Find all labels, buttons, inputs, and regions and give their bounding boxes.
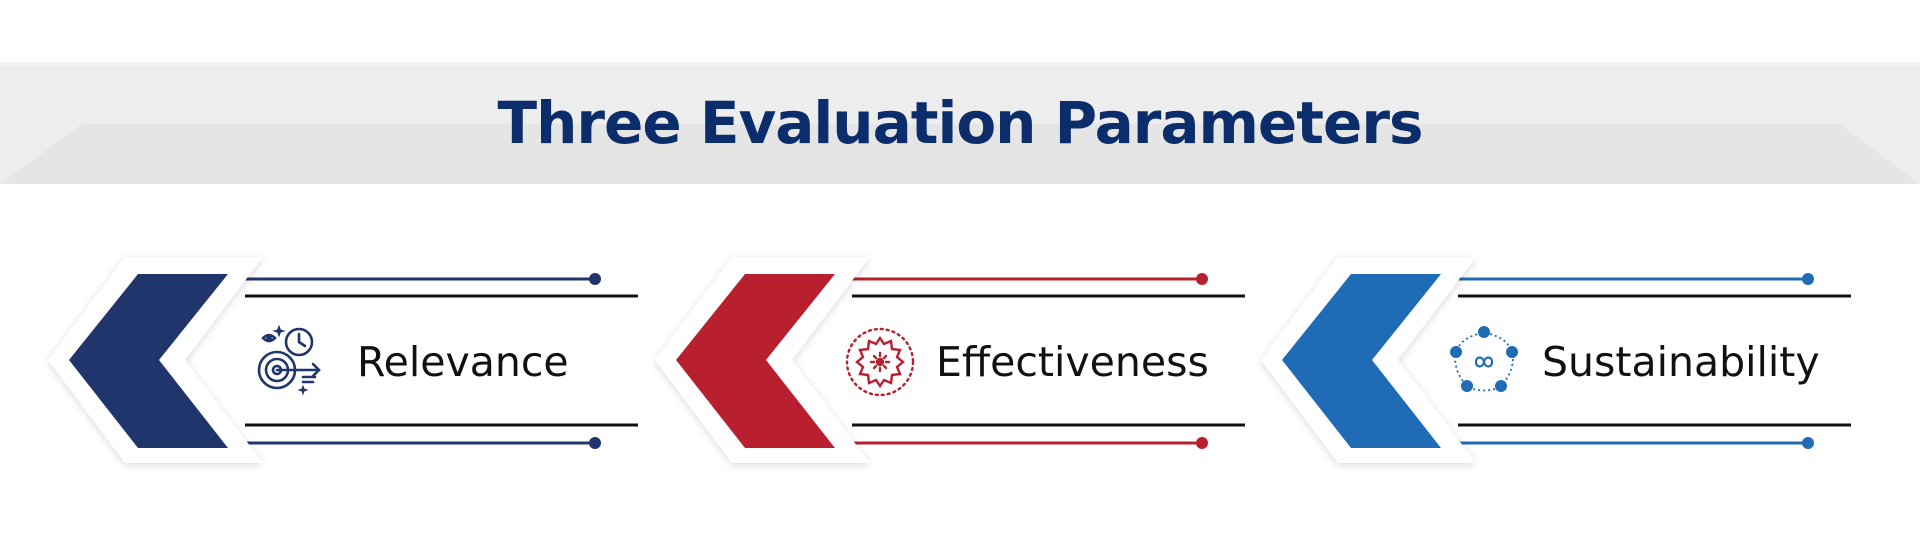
top-endpoint-dot xyxy=(589,273,601,285)
infinity-cycle-icon xyxy=(1450,326,1518,392)
card-frame xyxy=(1261,257,1851,463)
title-band: Three Evaluation Parameters xyxy=(0,62,1920,184)
parameter-label: Sustainability xyxy=(1542,338,1820,386)
page-title: Three Evaluation Parameters xyxy=(497,89,1424,157)
top-endpoint-dot xyxy=(1802,273,1814,285)
chevron-left-icon xyxy=(69,274,228,448)
parameter-label: Effectiveness xyxy=(936,338,1209,386)
parameter-label: Relevance xyxy=(357,338,569,386)
chevron-left-icon xyxy=(1282,274,1441,448)
card-frame xyxy=(48,257,638,463)
card-frame xyxy=(655,257,1245,463)
parameter-card-sustainability: Sustainability xyxy=(1258,250,1868,480)
chevron-left-icon xyxy=(676,274,835,448)
target-clock-icon xyxy=(257,324,321,396)
parameter-card-relevance: Relevance xyxy=(45,250,655,480)
bottom-endpoint-dot xyxy=(1196,437,1208,449)
title-band-background xyxy=(0,62,1920,184)
bottom-endpoint-dot xyxy=(1802,437,1814,449)
parameter-card-effectiveness: Effectiveness xyxy=(652,250,1262,480)
bottom-endpoint-dot xyxy=(589,437,601,449)
top-endpoint-dot xyxy=(1196,273,1208,285)
gear-circle-icon xyxy=(845,327,915,397)
